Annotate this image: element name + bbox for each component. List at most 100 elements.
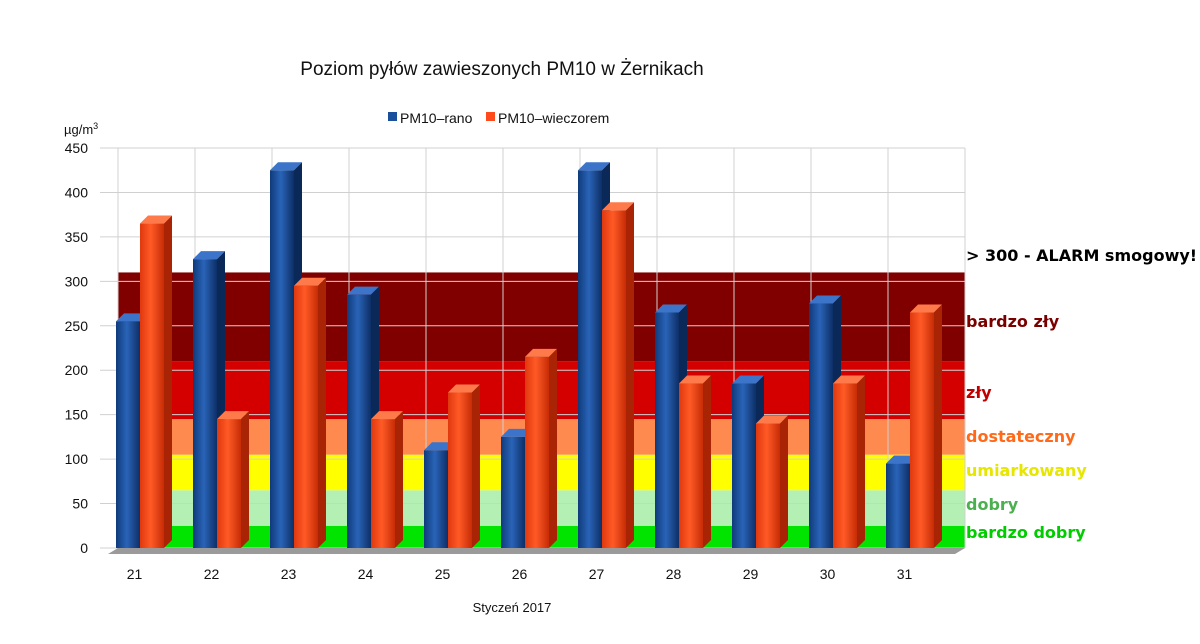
zone-label-0: bardzo dobry [966,523,1086,542]
x-tick-label-29: 29 [743,566,759,582]
bar-side [549,348,557,548]
bar-side [241,411,249,548]
x-tick-label-26: 26 [512,566,528,582]
bar-top [525,348,557,357]
bar-top [217,411,249,420]
y-tick-label-1: 50 [72,496,88,512]
bar-top [732,375,764,384]
bar-wieczorem-24 [371,411,403,548]
y-tick-label-2: 100 [65,451,89,467]
alarm-label: > 300 - ALARM smogowy! [966,246,1197,265]
bar-front [501,436,525,548]
zone-label-4: zły [966,383,992,402]
x-tick-label-23: 23 [281,566,297,582]
bar-side [703,375,711,548]
bar-top [294,277,326,286]
bar-front [347,294,371,548]
bar-front [655,312,679,548]
bar-top [833,375,865,384]
bar-front [140,223,164,549]
y-tick-label-8: 400 [65,184,89,200]
y-tick-label-4: 200 [65,362,89,378]
bar-side [472,384,480,548]
bar-front [679,383,703,548]
bar-top [448,384,480,393]
x-tick-label-22: 22 [204,566,220,582]
x-axis-label: Styczeń 2017 [473,600,552,615]
bar-front [756,423,780,548]
bar-front [602,210,626,548]
bar-front [448,392,472,548]
legend-label-rano: PM10–rano [400,110,473,126]
bar-wieczorem-22 [217,411,249,548]
bar-side [780,415,788,548]
bar-wieczorem-21 [140,215,172,549]
bar-top [655,304,687,313]
bar-wieczorem-27 [602,202,634,548]
x-tick-label-28: 28 [666,566,682,582]
y-tick-label-5: 250 [65,318,89,334]
bar-front [886,463,910,548]
zone-label-5: bardzo zły [966,312,1060,331]
bar-top [679,375,711,384]
bar-side [318,277,326,548]
bar-side [857,375,865,548]
bar-top [910,304,942,313]
x-tick-labels: 21 22 23 24 25 26 27 28 29 30 31 [127,566,913,582]
y-tick-label-7: 350 [65,229,89,245]
bar-front [371,419,395,548]
bar-wieczorem-29 [756,415,788,548]
y-tick-label-6: 300 [65,273,89,289]
floor-top [108,548,965,554]
zone-label-1: dobry [966,495,1019,514]
bar-front [193,259,217,548]
bars [116,162,942,549]
x-tick-label-31: 31 [897,566,913,582]
legend-label-wieczorem: PM10–wieczorem [498,110,609,126]
y-axis-unit: µg/m3 [64,121,98,137]
chart-floor [108,548,965,554]
zone-label-3: dostateczny [966,427,1076,446]
bar-wieczorem-30 [833,375,865,548]
bar-front [809,303,833,548]
x-tick-label-30: 30 [820,566,836,582]
bar-front [578,170,602,548]
bar-top [140,215,172,224]
legend-swatch-rano [388,112,397,121]
bar-front [270,170,294,548]
zone-label-2: umiarkowany [966,461,1087,480]
bar-top [809,295,841,304]
bar-wieczorem-31 [910,304,942,548]
x-tick-label-25: 25 [435,566,451,582]
bar-side [626,202,634,548]
bar-side [934,304,942,548]
chart-title: Poziom pyłów zawieszonych PM10 w Żernika… [300,59,703,80]
bar-side [395,411,403,548]
bar-top [347,286,379,295]
x-tick-label-21: 21 [127,566,143,582]
legend: PM10–rano PM10–wieczorem [388,110,609,126]
zone-labels: bardzo dobry dobry umiarkowany dostateczny z… [966,312,1087,542]
bar-rano-28 [655,304,687,548]
bar-front [732,383,756,548]
bar-top [371,411,403,420]
bar-front [910,312,934,548]
bar-top [193,251,225,260]
legend-swatch-wieczorem [486,112,495,121]
y-tick-label-0: 0 [80,540,88,556]
y-tick-label-9: 450 [65,140,89,156]
bar-front [424,450,448,548]
y-tick-label-3: 150 [65,407,89,423]
bar-top [756,415,788,424]
bar-wieczorem-25 [448,384,480,548]
bar-front [217,419,241,548]
bar-wieczorem-23 [294,277,326,548]
bar-top [602,202,634,211]
bar-top [578,162,610,171]
bar-side [164,215,172,549]
x-tick-label-24: 24 [358,566,374,582]
bar-top [270,162,302,171]
bar-front [833,383,857,548]
bar-front [116,321,140,548]
